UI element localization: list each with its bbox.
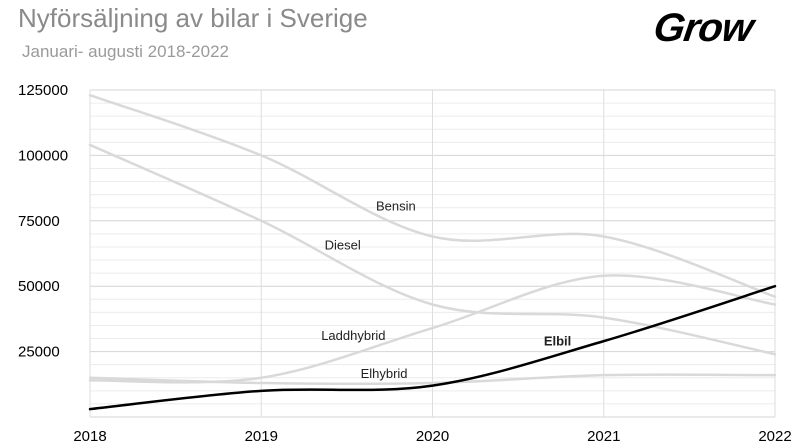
series-label-elhybrid: Elhybrid — [361, 366, 408, 381]
series-line-elhybrid — [88, 373, 777, 386]
y-tick-label: 75000 — [18, 213, 60, 230]
x-tick-label: 2021 — [587, 428, 620, 445]
y-tick-label: 100000 — [18, 147, 68, 164]
series-line-bensin — [88, 93, 777, 298]
series-line-elbil — [88, 284, 777, 411]
series-layer — [88, 93, 777, 411]
y-tick-label: 50000 — [18, 278, 60, 295]
y-tick-label: 125000 — [18, 82, 68, 99]
series-label-diesel: Diesel — [325, 238, 361, 253]
x-tick-label: 2020 — [416, 428, 449, 445]
series-label-elbil: Elbil — [544, 334, 571, 349]
x-tick-label: 2018 — [73, 428, 106, 445]
x-tick-label: 2019 — [245, 428, 278, 445]
x-tick-label: 2022 — [758, 428, 791, 445]
series-line-diesel — [88, 143, 777, 356]
chart-subtitle: Januari- augusti 2018-2022 — [22, 42, 229, 61]
series-label-layer: Bensin Diesel Laddhybrid Elhybrid Elbil — [321, 198, 571, 380]
y-tick-label: 25000 — [18, 344, 60, 361]
series-label-bensin: Bensin — [376, 198, 416, 213]
chart-title: Nyförsäljning av bilar i Sverige — [18, 3, 368, 33]
series-label-laddhybrid: Laddhybrid — [321, 328, 385, 343]
grid-layer — [89, 89, 776, 418]
tick-layer: 25000 50000 75000 100000 125000 2018 2019 2020 2… — [18, 82, 792, 445]
